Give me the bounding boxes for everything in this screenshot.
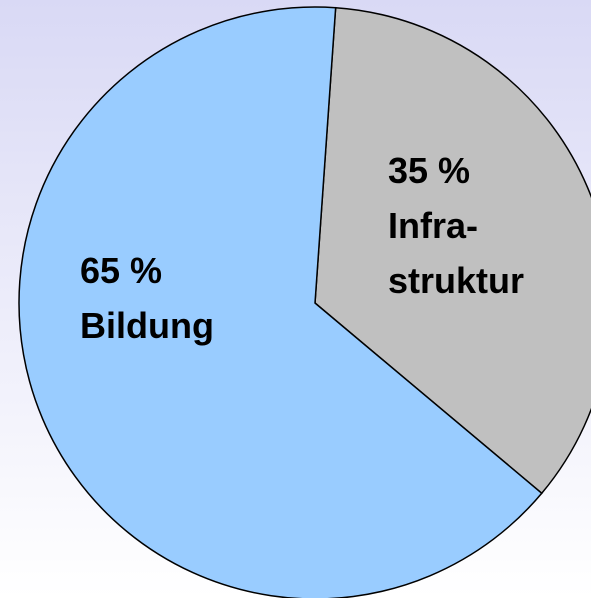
pie-slice: [314, 6, 591, 495]
category-label: Infra-struktur: [388, 205, 524, 301]
category-label: Bildung: [80, 305, 214, 346]
value-label: 35 %: [388, 150, 470, 191]
pie-slice: [18, 6, 543, 598]
value-label: 65 %: [80, 250, 162, 291]
